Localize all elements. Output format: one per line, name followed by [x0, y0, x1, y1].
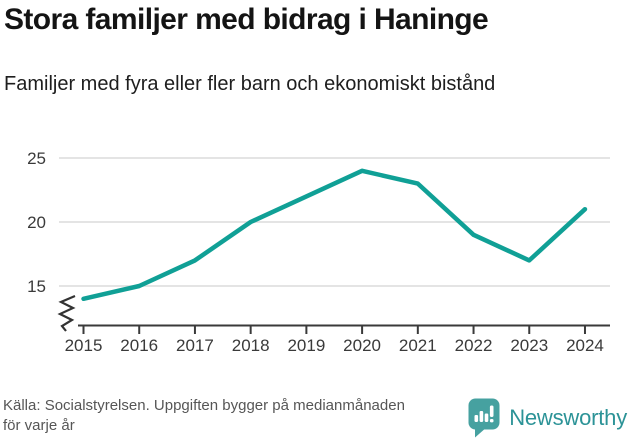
chart-subtitle: Familjer med fyra eller fler barn och ek… [4, 73, 496, 95]
x-axis-ticks [82, 326, 586, 334]
gridlines [59, 157, 610, 287]
source-line: för varje år [3, 417, 75, 434]
y-axis-label: 15 [27, 277, 46, 296]
newsworthy-logo-icon [468, 398, 500, 438]
chart-title: Stora familjer med bidrag i Haninge [4, 3, 489, 36]
x-axis-label: 2024 [566, 336, 604, 355]
x-axis-label: 2021 [399, 336, 437, 355]
axis-break-icon [57, 294, 76, 332]
x-axis-label: 2023 [510, 336, 548, 355]
data-line [81, 168, 588, 302]
source-line: Källa: Socialstyrelsen. Uppgiften bygger… [3, 397, 405, 414]
x-axis-labels: 2015 2016 2017 2018 2019 2020 2021 2022 2023 2024 [65, 336, 604, 355]
source-note: Källa: Socialstyrelsen. Uppgiften bygger… [3, 396, 483, 436]
y-axis-label: 25 [27, 149, 46, 168]
y-axis-label: 20 [27, 213, 46, 232]
y-axis-labels: 15 20 25 [27, 149, 46, 296]
x-axis-label: 2017 [176, 336, 214, 355]
x-axis-label: 2018 [232, 336, 270, 355]
x-axis-label: 2015 [65, 336, 103, 355]
newsworthy-logo-text: Newsworthy [509, 405, 627, 430]
newsworthy-logo[interactable]: Newsworthy [468, 398, 627, 438]
x-axis-label: 2016 [120, 336, 158, 355]
x-axis-label: 2022 [455, 336, 493, 355]
x-axis-label: 2019 [287, 336, 325, 355]
x-axis-label: 2020 [343, 336, 381, 355]
